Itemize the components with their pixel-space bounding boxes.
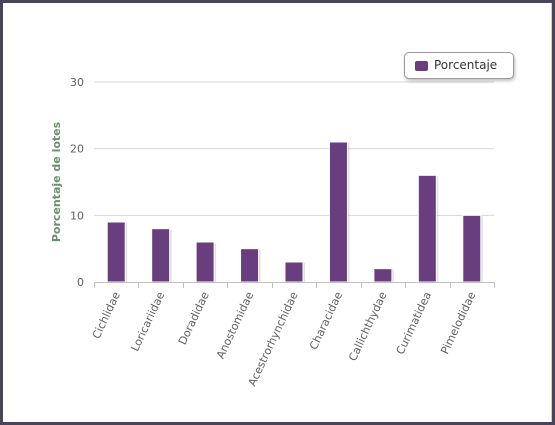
x-tick-label: Characidae <box>307 290 345 352</box>
bar-callichthydae[interactable] <box>373 268 393 283</box>
x-tick-label: Doradidae <box>176 290 212 347</box>
bar-loricariidae[interactable] <box>151 228 171 283</box>
bar-curimatidea[interactable] <box>417 174 437 283</box>
bar-chart: 0 10 20 30 Cichlidae Loricariidae Doradidae An… <box>50 76 495 389</box>
x-tick-label: Anostomidae <box>214 290 256 361</box>
y-tick-label: 0 <box>77 276 84 289</box>
x-tick-label: Cichlidae <box>90 290 123 341</box>
x-axis-labels: Cichlidae Loricariidae Doradidae Anostomida… <box>90 290 479 389</box>
bar-anostomidae[interactable] <box>240 248 260 283</box>
y-tick-label: 20 <box>70 143 84 156</box>
bars <box>106 141 483 283</box>
x-tick-label: Curimatidea <box>394 290 434 357</box>
y-tick-label: 30 <box>70 76 84 89</box>
legend-label: Porcentaje <box>434 58 498 72</box>
bar-cichlidae[interactable] <box>106 221 126 283</box>
legend-swatch <box>415 61 428 71</box>
bar-acestrorhynchidae[interactable] <box>284 261 304 283</box>
chart-frame: 0 10 20 30 Cichlidae Loricariidae Doradidae An… <box>3 3 552 422</box>
legend[interactable]: Porcentaje <box>404 52 514 79</box>
bar-characidae[interactable] <box>328 141 348 283</box>
x-tick-label: Callichthydae <box>346 290 390 364</box>
x-tick-label: Loricariidae <box>128 290 167 354</box>
x-tick-label: Acestrorhynchidae <box>246 290 301 389</box>
y-axis-title: Porcentaje de lotes <box>50 121 63 242</box>
y-tick-label: 10 <box>70 209 84 222</box>
bar-pimelodidae[interactable] <box>462 214 482 283</box>
x-axis <box>94 282 495 288</box>
x-tick-label: Pimelodidae <box>438 290 478 357</box>
bar-doradidae[interactable] <box>195 241 215 283</box>
y-axis-ticks: 0 10 20 30 <box>70 76 84 289</box>
